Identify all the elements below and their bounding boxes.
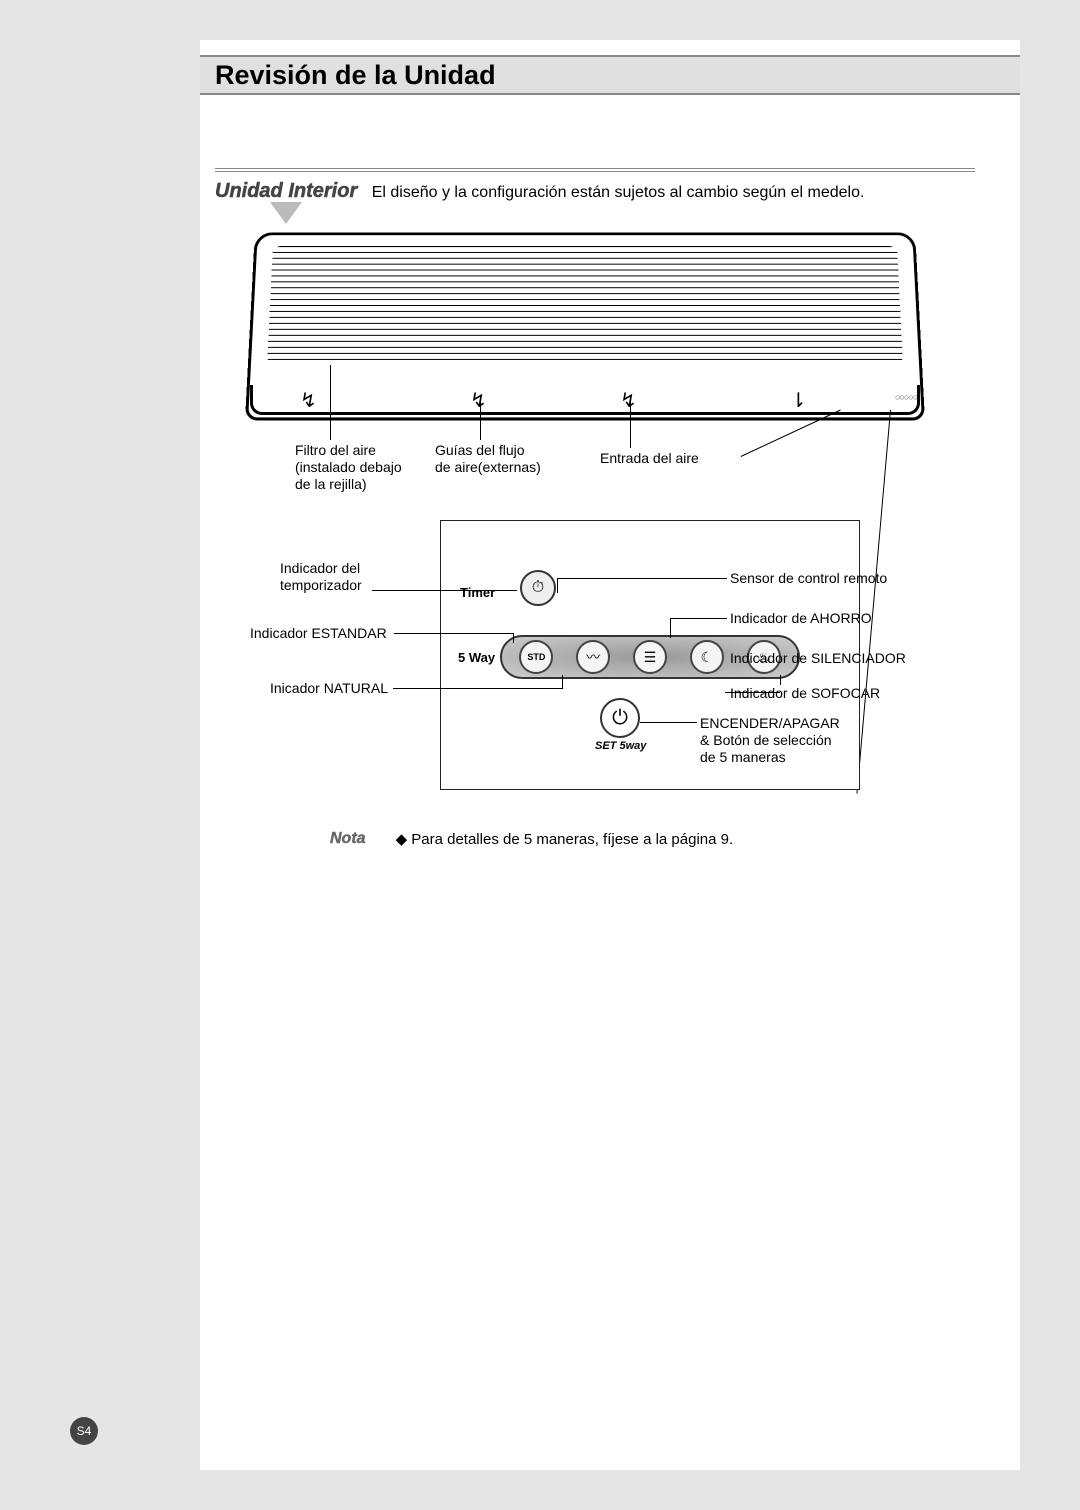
callout-line	[330, 365, 331, 440]
display-corner-icon: ○○○○○	[895, 392, 950, 410]
title-bar: Revisión de la Unidad	[200, 55, 1020, 95]
ac-unit-outlet	[250, 385, 920, 415]
louver-icon: ↯	[300, 388, 318, 408]
label-silence: Indicador de SILENCIADOR	[730, 650, 906, 667]
note-row: Nota Para detalles de 5 maneras, fíjese …	[330, 830, 733, 848]
silence-icon: ☾	[690, 640, 724, 674]
content-area: Revisión de la Unidad Unidad Interior El…	[200, 40, 1020, 1470]
zoom-line	[856, 410, 891, 794]
callout-line	[557, 578, 727, 579]
label-saving: Indicador de AHORRO	[730, 610, 872, 627]
callout-line	[394, 633, 514, 634]
saving-icon: ☰	[633, 640, 667, 674]
manual-page: S4 Revisión de la Unidad Unidad Interior…	[60, 40, 1020, 1470]
subtitle-row: Unidad Interior El diseño y la configura…	[215, 180, 1005, 203]
label-intake: Entrada del aire	[600, 450, 699, 467]
callout-line	[513, 633, 514, 643]
callout-line	[640, 722, 697, 723]
louver-icon: ⇂	[790, 388, 808, 408]
label-muggy: Indicador de SOFOCAR	[730, 685, 880, 702]
page-number-badge: S4	[70, 1417, 98, 1445]
timer-tag: Timer	[460, 585, 495, 600]
timer-icon: ⏱	[520, 570, 556, 606]
5way-tag: 5 Way	[458, 650, 495, 665]
ac-unit-grille	[267, 246, 903, 365]
label-natural: Inicador NATURAL	[270, 680, 388, 697]
note-label: Nota	[330, 830, 366, 848]
callout-line	[670, 618, 727, 619]
label-filter: Filtro del aire (instalado debajo de la …	[295, 442, 402, 492]
callout-line	[630, 400, 631, 448]
callout-line	[557, 578, 558, 593]
power-icon: ⏻	[600, 698, 640, 738]
callout-line	[562, 675, 563, 688]
title-underline	[215, 168, 975, 174]
callout-line	[480, 400, 481, 440]
natural-icon: 〰	[576, 640, 610, 674]
label-remote-sensor: Sensor de control remoto	[730, 570, 887, 587]
callout-line	[780, 675, 781, 685]
subtitle-text: El diseño y la configuración están sujet…	[372, 184, 865, 201]
callout-line	[372, 590, 517, 591]
std-icon: STD	[519, 640, 553, 674]
set-5way-label: SET 5way	[595, 740, 646, 752]
callout-line	[393, 688, 563, 689]
page-title: Revisión de la Unidad	[215, 60, 496, 91]
margin-column: S4	[60, 40, 200, 1470]
louver-icon: ↯	[620, 388, 638, 408]
label-standard: Indicador ESTANDAR	[250, 625, 387, 642]
callout-line	[725, 692, 780, 693]
louver-icon: ↯	[470, 388, 488, 408]
label-power-button: ENCENDER/APAGAR & Botón de selección de …	[700, 715, 840, 765]
note-text: Para detalles de 5 maneras, fíjese a la …	[396, 830, 734, 848]
callout-line	[670, 618, 671, 638]
label-guides: Guías del flujo de aire(externas)	[435, 442, 541, 476]
label-timer-indicator: Indicador del temporizador	[280, 560, 362, 594]
subtitle-label: Unidad Interior	[215, 180, 357, 202]
diagram-area: ↯ ↯ ↯ ⇂ ○○○○○ Filtro del aire (instalado…	[200, 220, 1020, 810]
